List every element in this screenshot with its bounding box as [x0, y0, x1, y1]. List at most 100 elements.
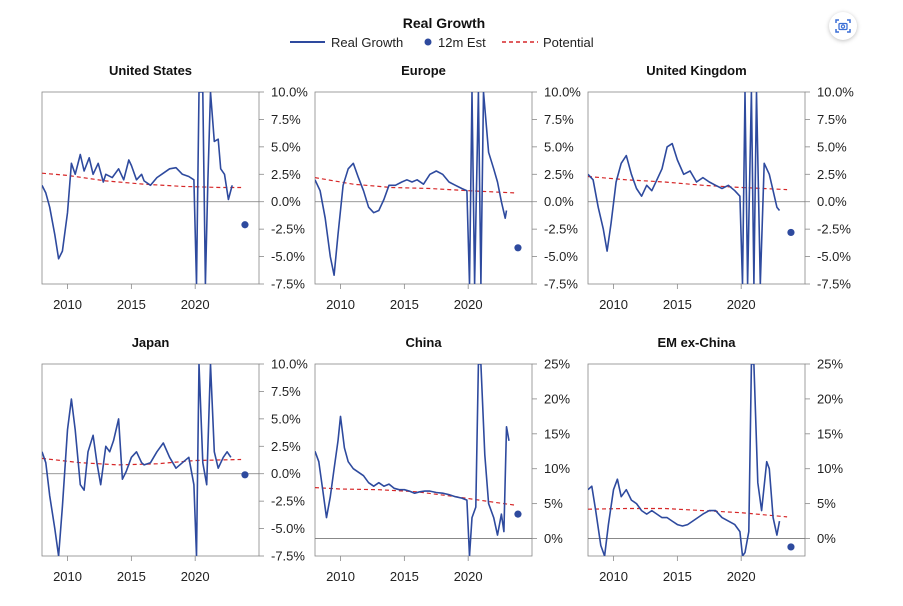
- x-tick-label: 2010: [599, 569, 628, 584]
- y-tick-label: 2.5%: [817, 167, 847, 182]
- y-tick-label: 10.0%: [544, 85, 581, 100]
- x-tick-label: 2020: [454, 569, 483, 584]
- y-tick-label: 10.0%: [271, 85, 308, 100]
- series-real-growth: [42, 92, 233, 284]
- y-tick-label: 0.0%: [817, 194, 847, 209]
- x-tick-label: 2010: [599, 297, 628, 312]
- y-tick-label: 20%: [817, 391, 843, 406]
- y-tick-label: 25%: [544, 357, 570, 372]
- panel-title: EM ex-China: [657, 335, 736, 350]
- legend-12m-est: 12m Est: [438, 35, 486, 50]
- y-tick-label: 0.0%: [544, 194, 574, 209]
- y-tick-label: 20%: [544, 391, 570, 406]
- y-tick-label: -7.5%: [271, 277, 305, 292]
- panel-uk: United Kingdom 10.0% 7.5% 5.0% 2.5% 0.0% -2.5%…: [587, 63, 854, 312]
- y-tick-label: 2.5%: [544, 167, 574, 182]
- y-tick-label: 0.0%: [271, 194, 301, 209]
- series-potential: [315, 487, 515, 506]
- y-tick-label: -7.5%: [271, 549, 305, 564]
- y-tick-label: -2.5%: [271, 494, 305, 509]
- x-tick-label: 2010: [53, 569, 82, 584]
- x-tick-label: 2015: [663, 297, 692, 312]
- series-potential: [588, 507, 788, 518]
- x-tick-label: 2015: [390, 569, 419, 584]
- x-tick-label: 2020: [727, 297, 756, 312]
- x-tick-label: 2010: [326, 569, 355, 584]
- y-tick-label: -2.5%: [544, 222, 578, 237]
- legend-dot-swatch: [424, 38, 432, 46]
- legend-real-growth: Real Growth: [331, 35, 403, 50]
- plot-frame: [41, 363, 260, 557]
- panel-title: Europe: [401, 63, 446, 78]
- y-tick-label: 5.0%: [271, 139, 301, 154]
- camera-scan-button[interactable]: [829, 12, 857, 40]
- panel-japan: Japan 10.0% 7.5% 5.0% 2.5% 0.0% -2.5% -5.0% -7.5…: [41, 335, 308, 584]
- camera-scan-icon: [835, 19, 851, 33]
- legend-potential: Potential: [543, 35, 594, 50]
- y-tick-label: 25%: [817, 357, 843, 372]
- y-tick-label: 0%: [817, 531, 836, 546]
- y-tick-label: 15%: [817, 426, 843, 441]
- panel-europe: Europe 10.0% 7.5% 5.0% 2.5% 0.0% -2.5% -5.0% -7.…: [314, 63, 581, 312]
- y-tick-label: 2.5%: [271, 167, 301, 182]
- y-tick-label: 5%: [817, 496, 836, 511]
- y-tick-label: -5.0%: [544, 249, 578, 264]
- panel-title: United Kingdom: [646, 63, 746, 78]
- legend: Real Growth 12m Est Potential: [290, 35, 594, 50]
- series-real-growth: [315, 364, 510, 556]
- series-real-growth: [315, 92, 508, 284]
- point-12m-est: [514, 510, 522, 518]
- plot-frame: [587, 363, 806, 557]
- y-tick-label: 7.5%: [544, 112, 574, 127]
- y-tick-label: -2.5%: [817, 222, 851, 237]
- y-tick-label: 5%: [544, 496, 563, 511]
- y-tick-label: 7.5%: [271, 112, 301, 127]
- figure-title: Real Growth: [403, 15, 485, 31]
- y-tick-label: -7.5%: [817, 277, 851, 292]
- y-tick-label: -2.5%: [271, 222, 305, 237]
- series-real-growth: [42, 364, 232, 556]
- panel-title: Japan: [132, 335, 170, 350]
- y-tick-label: 5.0%: [544, 139, 574, 154]
- y-tick-label: 10%: [544, 461, 570, 476]
- point-12m-est: [241, 471, 249, 479]
- y-tick-label: 10.0%: [271, 357, 308, 372]
- x-tick-label: 2010: [53, 297, 82, 312]
- y-tick-label: 7.5%: [817, 112, 847, 127]
- y-tick-label: 15%: [544, 426, 570, 441]
- y-tick-label: 5.0%: [817, 139, 847, 154]
- x-tick-label: 2020: [181, 569, 210, 584]
- y-tick-label: -5.0%: [271, 249, 305, 264]
- panel-china: China 25% 20% 15% 10% 5% 0% 2010 2015 2020: [314, 335, 570, 584]
- x-tick-label: 2020: [454, 297, 483, 312]
- y-tick-label: 2.5%: [271, 439, 301, 454]
- x-tick-label: 2015: [117, 297, 146, 312]
- y-tick-label: -7.5%: [544, 277, 578, 292]
- y-tick-label: 5.0%: [271, 411, 301, 426]
- series-real-growth: [588, 92, 781, 284]
- x-tick-label: 2015: [390, 297, 419, 312]
- series-real-growth: [588, 364, 781, 556]
- plot-frame: [587, 91, 806, 285]
- x-tick-label: 2010: [326, 297, 355, 312]
- panels: United States 10.0% 7.5% 5.0% 2.5% 0.0% -2.5% -…: [41, 63, 854, 584]
- y-tick-label: -5.0%: [271, 521, 305, 536]
- x-tick-label: 2015: [663, 569, 692, 584]
- point-12m-est: [241, 221, 249, 229]
- panel-em_ex_china: EM ex-China 25% 20% 15% 10% 5% 0% 2010 2015 2020: [587, 335, 843, 584]
- y-tick-label: 7.5%: [271, 384, 301, 399]
- panel-title: United States: [109, 63, 192, 78]
- point-12m-est: [787, 228, 795, 237]
- panel-us: United States 10.0% 7.5% 5.0% 2.5% 0.0% -2.5% -…: [41, 63, 308, 312]
- panel-title: China: [405, 335, 442, 350]
- plot-frame: [314, 363, 533, 557]
- x-tick-label: 2020: [727, 569, 756, 584]
- x-tick-label: 2020: [181, 297, 210, 312]
- x-tick-label: 2015: [117, 569, 146, 584]
- y-tick-label: 0.0%: [271, 466, 301, 481]
- point-12m-est: [787, 543, 795, 551]
- plot-frame: [314, 91, 533, 285]
- y-tick-label: 10%: [817, 461, 843, 476]
- y-tick-label: -5.0%: [817, 249, 851, 264]
